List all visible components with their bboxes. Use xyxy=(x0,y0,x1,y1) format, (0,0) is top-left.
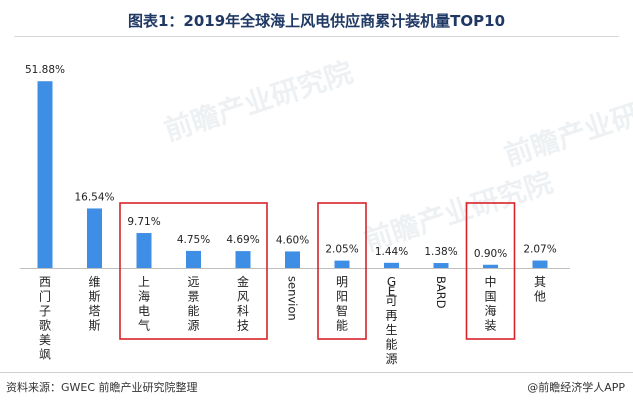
bar xyxy=(483,264,498,268)
data-label: 1.38% xyxy=(424,246,457,258)
bar xyxy=(532,260,548,268)
data-label: 4.60% xyxy=(276,234,309,246)
data-label: 2.07% xyxy=(523,244,556,256)
bar xyxy=(186,250,201,268)
tick-label: 上海电气 xyxy=(138,275,150,333)
bar xyxy=(334,260,350,268)
data-label: 2.05% xyxy=(325,244,358,256)
title-divider xyxy=(14,36,619,37)
source-note: 资料来源：GWEC 前瞻产业研究院整理 xyxy=(6,381,198,394)
tick-label: senvion xyxy=(286,276,300,321)
data-label: 9.71% xyxy=(127,216,160,228)
bar xyxy=(235,251,251,268)
highlight-box xyxy=(465,202,516,340)
tick-label: 其他 xyxy=(534,275,546,304)
tick-label: 明阳智能 xyxy=(336,275,348,333)
tick-label: 西门子歌美飒 xyxy=(39,275,51,362)
highlight-box xyxy=(317,202,367,340)
tick-label: G E 可再生能源 xyxy=(385,275,397,366)
bar xyxy=(285,251,300,268)
highlight-box xyxy=(119,202,268,340)
tick-label: 远景能源 xyxy=(187,275,199,333)
data-label: 16.54% xyxy=(74,191,114,203)
bar xyxy=(87,208,102,268)
chart-title: 图表1：2019年全球海上风电供应商累计装机量TOP10 xyxy=(127,12,506,30)
bar xyxy=(37,81,53,269)
tick-label: 中国海装 xyxy=(484,274,496,333)
bar-chart: 51.88% 西门子歌美飒 16.54% 维斯塔斯 9.71% 上海电气 4.75% 远景能源… xyxy=(20,64,570,366)
data-label: 4.75% xyxy=(177,234,210,246)
tick-label: 金风科技 xyxy=(237,274,249,333)
bar xyxy=(384,262,399,268)
tick-label: BARD xyxy=(434,276,448,309)
data-label: 1.44% xyxy=(375,246,408,258)
bar xyxy=(433,263,449,268)
data-label: 4.69% xyxy=(226,234,259,246)
brand-credit: @前瞻经济学人APP xyxy=(527,381,625,394)
bar xyxy=(136,233,152,268)
data-label: 51.88% xyxy=(25,64,65,76)
data-label: 0.90% xyxy=(474,248,507,260)
tick-label: 维斯塔斯 xyxy=(88,275,100,333)
footer-divider xyxy=(0,372,633,373)
